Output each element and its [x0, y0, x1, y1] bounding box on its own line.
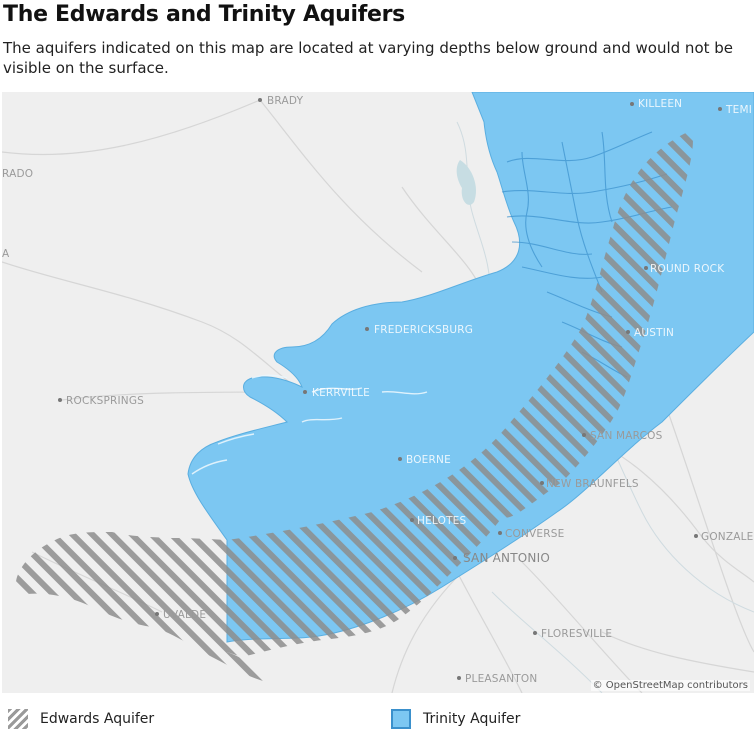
city-dot — [453, 556, 457, 560]
city-label-san-marcos: SAN MARCOS — [590, 430, 663, 442]
city-label-temple: TEMI — [725, 104, 752, 116]
city-dot — [626, 330, 630, 334]
city-label-helotes: HELOTES — [417, 515, 467, 527]
city-dot — [58, 398, 62, 402]
city-dot — [457, 676, 461, 680]
city-markers — [58, 98, 722, 680]
map-title: The Edwards and Trinity Aquifers — [3, 2, 405, 27]
trinity-swatch-icon — [391, 709, 411, 729]
city-dot — [155, 612, 159, 616]
city-dot — [540, 481, 544, 485]
city-dot — [258, 98, 262, 102]
city-label-rado: RADO — [2, 168, 33, 180]
map-subtitle: The aquifers indicated on this map are l… — [3, 39, 734, 77]
edwards-swatch-icon — [8, 709, 28, 729]
city-label-boerne: BOERNE — [406, 454, 451, 466]
city-label-gonzales: GONZALE — [701, 531, 754, 543]
city-label-brady: BRADY — [267, 95, 304, 107]
lake-shape — [456, 160, 477, 205]
city-label-new-braunfels: NEW BRAUNFELS — [546, 478, 639, 490]
city-label-killeen: KILLEEN — [638, 98, 682, 110]
city-label-san-antonio: SAN ANTONIO — [463, 551, 550, 565]
city-dot — [582, 433, 586, 437]
city-label-round-rock: ROUND ROCK — [650, 263, 725, 275]
city-dot — [498, 531, 502, 535]
map-attribution[interactable]: © OpenStreetMap contributors — [590, 680, 750, 691]
city-label-fredericksburg: FREDERICKSBURG — [374, 324, 473, 336]
city-dot — [365, 327, 369, 331]
city-dot — [644, 266, 648, 270]
city-label-floresville: FLORESVILLE — [541, 628, 612, 640]
city-dot — [398, 457, 402, 461]
city-label-pleasanton: PLEASANTON — [465, 673, 537, 685]
edwards-aquifer-west-region[interactable] — [15, 532, 268, 682]
edwards-aquifer-main-region[interactable] — [227, 130, 693, 657]
city-label-austin: AUSTIN — [634, 327, 674, 339]
city-dot — [303, 390, 307, 394]
aquifer-map[interactable]: BRADY KILLEEN TEMI RADO A ROUND ROCK FRE… — [2, 92, 754, 693]
legend-label-trinity: Trinity Aquifer — [423, 711, 521, 727]
trinity-aquifer-region[interactable] — [187, 92, 754, 643]
city-label-rocksprings: ROCKSPRINGS — [66, 395, 144, 407]
city-dot — [410, 518, 414, 522]
city-label-converse: CONVERSE — [505, 528, 564, 540]
legend-item-edwards: Edwards Aquifer — [8, 706, 154, 732]
city-label-a: A — [2, 248, 10, 260]
city-labels: BRADY KILLEEN TEMI RADO A ROUND ROCK FRE… — [2, 95, 754, 685]
city-dot — [694, 534, 698, 538]
legend-item-trinity: Trinity Aquifer — [391, 706, 520, 732]
city-label-uvalde: UVALDE — [163, 609, 206, 621]
city-dot — [718, 107, 722, 111]
city-dot — [630, 102, 634, 106]
legend-label-edwards: Edwards Aquifer — [40, 711, 155, 727]
map-canvas: BRADY KILLEEN TEMI RADO A ROUND ROCK FRE… — [2, 92, 754, 693]
city-label-kerrville: KERRVILLE — [312, 387, 370, 399]
city-dot — [533, 631, 537, 635]
trinity-coastline-detail — [191, 374, 428, 475]
